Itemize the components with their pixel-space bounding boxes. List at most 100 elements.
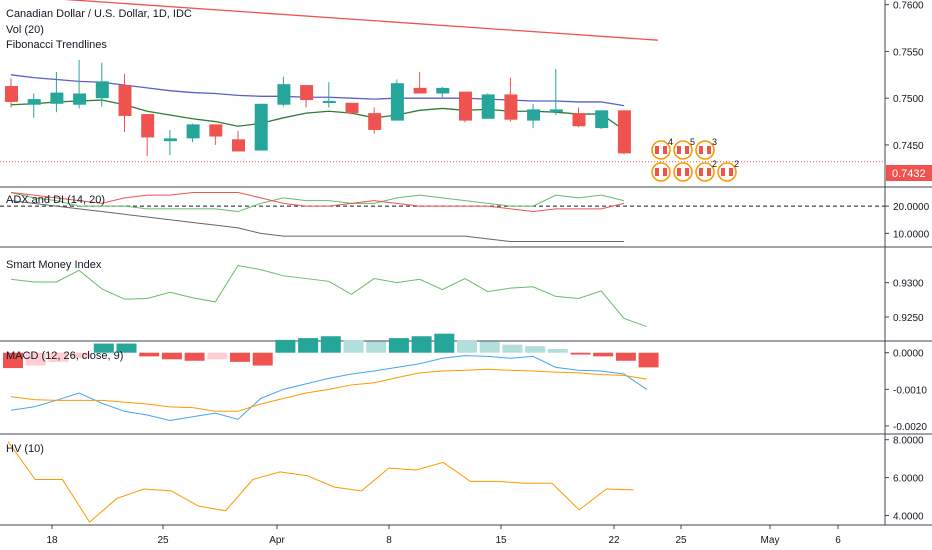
grid (0, 0, 932, 526)
event-count: 3 (712, 137, 717, 147)
macd-histogram-bar (275, 339, 296, 353)
candle-body (527, 109, 541, 121)
macd-histogram-bar (366, 341, 387, 353)
adx-label: ADX and DI (14, 20) (6, 194, 105, 206)
y-tick-label: 10.0000 (893, 229, 930, 240)
macd-histogram-bar (3, 352, 23, 369)
macd-histogram-bar (638, 352, 659, 368)
x-tick-label: May (761, 535, 780, 546)
x-tick-label: 15 (495, 535, 507, 546)
macd-histogram-bar (207, 352, 228, 360)
candle-body (345, 102, 359, 114)
macd-histogram-bar (230, 352, 250, 362)
time-axis[interactable]: 18 25 Apr 8 15 22 25 May 6 (46, 525, 841, 546)
macd-histogram-bar (570, 352, 591, 355)
y-tick-label: 0.7550 (893, 47, 924, 58)
macd-histogram-bar (184, 352, 205, 361)
macd-histogram-bar (139, 352, 160, 357)
candle-body (617, 110, 631, 154)
y-tick-label: -0.0010 (893, 385, 927, 396)
macd-histogram-bar (434, 333, 455, 353)
slow-ma-line (10, 74, 625, 107)
adx-line (10, 200, 624, 243)
x-tick-label: 22 (608, 535, 620, 546)
flag-icon-stripe (725, 168, 729, 176)
candle-body (118, 85, 132, 116)
event-count: 4 (668, 137, 673, 147)
event-count: 2 (734, 159, 739, 169)
price-axis[interactable]: 0.7450 0.7500 0.7550 0.7600 10.0000 20.0000 0.… (885, 1, 930, 523)
candle-body (436, 87, 450, 94)
y-tick-label: 0.7450 (893, 141, 924, 152)
smi-label: Smart Money Index (6, 259, 102, 271)
candle-body (595, 110, 609, 129)
macd-histogram-bar (479, 341, 500, 353)
flag-icon-stripe (659, 146, 663, 154)
candle-body (390, 83, 404, 121)
candle-body (413, 87, 427, 94)
di-plus-line (10, 191, 625, 213)
macd-histogram-bar (593, 352, 614, 357)
economic-events[interactable]: 4 5 3 2 2 (651, 137, 739, 182)
adx-pane[interactable] (0, 191, 885, 243)
y-tick-label: 0.7500 (893, 94, 924, 105)
candle-body (300, 85, 314, 101)
candle-body (50, 92, 64, 104)
candle-body (232, 139, 245, 152)
candle-body (163, 138, 177, 142)
signal-line (10, 368, 647, 412)
candle-body (277, 84, 291, 105)
hv-pane[interactable] (7, 441, 634, 523)
flag-icon-stripe (681, 146, 685, 154)
y-tick-label: 0.9300 (893, 279, 924, 290)
y-tick-label: 6.0000 (893, 474, 924, 485)
candle-body (95, 81, 109, 99)
macd-histogram-bar (343, 339, 364, 353)
y-tick-label: 20.0000 (893, 202, 930, 213)
di-minus-line (10, 191, 625, 213)
macd-histogram-bar (48, 352, 69, 362)
smart-money-pane[interactable] (10, 264, 647, 328)
flag-icon-stripe (703, 146, 707, 154)
candle-body (481, 94, 495, 119)
macd-histogram-bar (411, 336, 432, 353)
candle-body (209, 124, 223, 137)
y-tick-label: -0.0020 (893, 422, 927, 433)
y-tick-label: 0.0000 (893, 349, 924, 360)
event-count: 5 (690, 137, 695, 147)
candle-body (5, 86, 18, 102)
hv-label: HV (10) (6, 443, 44, 455)
y-tick-label: 4.0000 (893, 512, 924, 523)
macd-pane[interactable] (3, 333, 659, 421)
flag-icon-stripe (659, 168, 663, 176)
x-tick-label: 25 (157, 535, 169, 546)
candle-body (459, 91, 472, 121)
candle-body (254, 103, 268, 151)
smi-line (10, 264, 647, 328)
x-tick-label: 25 (675, 535, 687, 546)
price-pane[interactable] (0, 0, 885, 163)
x-tick-label: 8 (386, 535, 392, 546)
flag-icon-stripe (703, 168, 707, 176)
last-price-badge (886, 165, 932, 181)
fibonacci-trendline (63, 0, 659, 41)
x-tick-label: Apr (269, 535, 285, 546)
candle-body (549, 109, 563, 113)
x-tick-label: 18 (46, 535, 58, 546)
macd-histogram-bar (502, 344, 523, 353)
symbol-title: Canadian Dollar / U.S. Dollar, 1D, IDC (6, 8, 192, 20)
fib-label: Fibonacci Trendlines (6, 39, 107, 51)
candle-body (141, 114, 155, 138)
macd-line (10, 355, 647, 421)
macd-histogram-bar (116, 343, 137, 353)
macd-label: MACD (12, 26, close, 9) (6, 350, 123, 362)
y-tick-label: 0.9250 (893, 313, 924, 324)
macd-histogram-bar (71, 352, 92, 359)
vol-label: Vol (20) (6, 24, 44, 36)
y-tick-label: 8.0000 (893, 436, 924, 447)
macd-histogram-bar (615, 352, 636, 361)
hv-line (7, 441, 634, 523)
candle-body (73, 93, 87, 105)
macd-histogram-bar (388, 338, 409, 353)
